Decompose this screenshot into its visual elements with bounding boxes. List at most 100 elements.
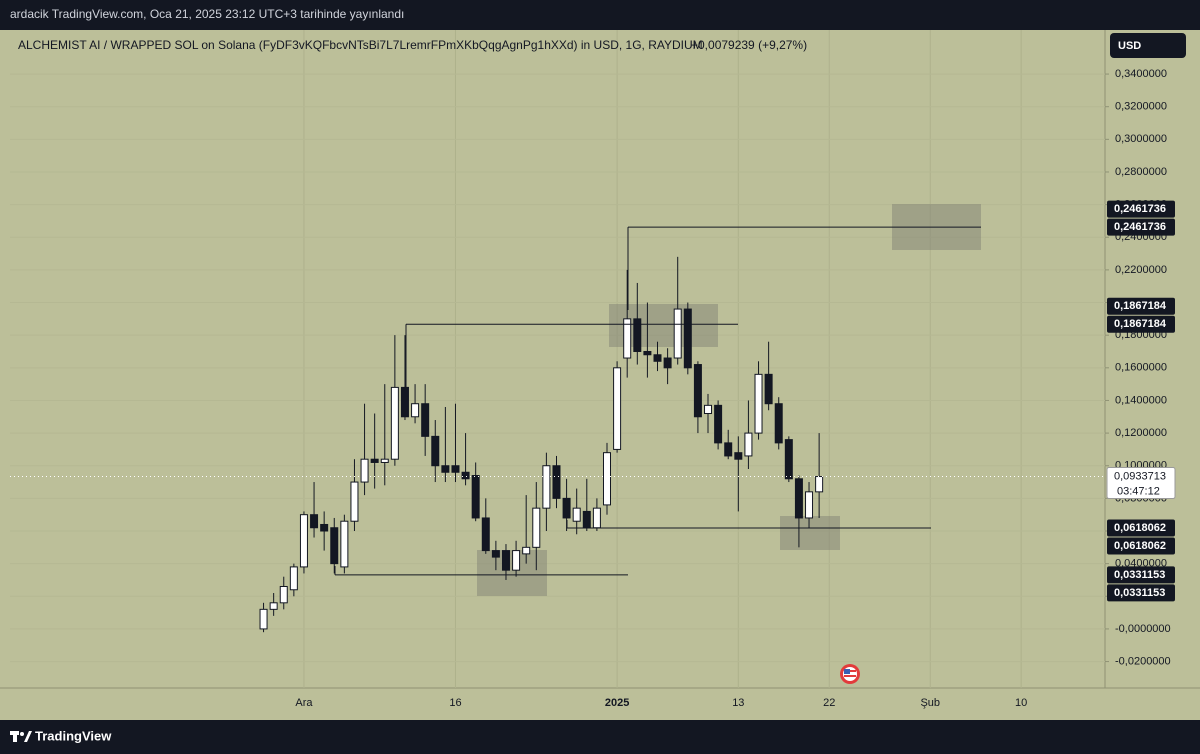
candle-body bbox=[289, 566, 298, 591]
price-badge bbox=[1107, 297, 1175, 315]
countdown-label: 03:47:12 bbox=[1117, 485, 1160, 497]
price-badge-label: 0,0331153 bbox=[1114, 569, 1165, 581]
candle-body bbox=[522, 546, 531, 555]
candle-body bbox=[360, 458, 369, 483]
candle-body bbox=[815, 476, 824, 493]
price-badge-label: 0,0618062 bbox=[1114, 540, 1166, 552]
y-tick-label: 0,1200000 bbox=[1115, 427, 1167, 439]
candle-body bbox=[340, 520, 349, 568]
price-badge-label: 0,0331153 bbox=[1114, 587, 1165, 599]
candle-body bbox=[774, 403, 783, 444]
candle-body bbox=[481, 517, 490, 552]
candle-body bbox=[350, 481, 359, 522]
candle-body bbox=[411, 403, 420, 418]
candle-body bbox=[491, 550, 500, 558]
price-badge bbox=[1107, 315, 1175, 333]
price-badge-label: 0,0618062 bbox=[1114, 522, 1166, 534]
x-tick-label: 22 bbox=[823, 697, 835, 709]
candle-body bbox=[734, 452, 743, 460]
candle-body bbox=[299, 514, 308, 568]
chart-background bbox=[0, 30, 1200, 720]
x-tick-label: 16 bbox=[449, 697, 461, 709]
candle-body bbox=[704, 404, 713, 415]
price-change: +0,0079239 (+9,27%) bbox=[691, 38, 807, 52]
price-badge bbox=[1107, 584, 1175, 602]
plot bbox=[10, 226, 1105, 633]
currency-button[interactable] bbox=[1110, 33, 1186, 58]
candle-body bbox=[643, 350, 652, 356]
candle-body bbox=[370, 458, 379, 463]
x-tick-label: 13 bbox=[732, 697, 744, 709]
candle-body bbox=[542, 465, 551, 509]
chart-title: ALCHEMIST AI / WRAPPED SOL on Solana (Fy… bbox=[18, 38, 703, 52]
candle-body bbox=[673, 308, 682, 359]
candle-body bbox=[794, 478, 803, 519]
candle-body bbox=[592, 507, 601, 529]
y-tick-label: 0,2800000 bbox=[1115, 166, 1167, 178]
candle-body bbox=[451, 465, 460, 473]
y-tick-label: 0,1400000 bbox=[1115, 394, 1167, 406]
candle-body bbox=[572, 507, 581, 522]
x-tick-label: Ara bbox=[295, 697, 313, 709]
candle-body bbox=[714, 404, 723, 444]
candle-body bbox=[764, 373, 773, 405]
price-badge-label: 0,1867184 bbox=[1114, 318, 1167, 330]
candle-body bbox=[330, 527, 339, 565]
candle-body bbox=[724, 442, 733, 457]
axes: Ara 16 2025 13 22 Şub 10 0,3400000 0,3200000 0,30… bbox=[295, 68, 1176, 709]
candle-body bbox=[279, 585, 288, 604]
candle-body bbox=[623, 318, 632, 359]
candle-body bbox=[431, 435, 440, 467]
x-tick-label: 10 bbox=[1015, 697, 1027, 709]
y-tick-label: 0,3200000 bbox=[1115, 101, 1167, 113]
candle-body bbox=[582, 510, 591, 529]
candle-body bbox=[693, 364, 702, 418]
footer-bar bbox=[0, 720, 1200, 754]
price-badge-label: 0,2461736 bbox=[1114, 203, 1166, 215]
candle-body bbox=[501, 550, 510, 571]
candle-body bbox=[613, 367, 622, 450]
candle-body bbox=[552, 465, 561, 499]
y-tick-label: 0,2200000 bbox=[1115, 264, 1167, 276]
price-badge bbox=[1107, 566, 1175, 584]
price-badge bbox=[1107, 519, 1175, 537]
price-badge bbox=[1107, 218, 1175, 236]
price-badge bbox=[1107, 200, 1175, 218]
candle-body bbox=[512, 550, 521, 571]
candle-body bbox=[633, 318, 642, 352]
candle-body bbox=[310, 514, 319, 529]
us-flag-icon bbox=[840, 664, 860, 684]
last-price-label: 0,0933713 bbox=[1114, 470, 1166, 482]
candle-body bbox=[421, 403, 430, 437]
candle-body bbox=[400, 386, 409, 418]
candle-body bbox=[784, 439, 793, 480]
candle-body bbox=[380, 458, 389, 463]
currency-label[interactable]: USD bbox=[1118, 40, 1141, 52]
last-price-badge bbox=[1106, 467, 1176, 500]
zone-box bbox=[477, 550, 547, 596]
candle-body bbox=[653, 354, 662, 362]
candle-body bbox=[663, 357, 672, 369]
candle-body bbox=[471, 475, 480, 519]
price-badge bbox=[1107, 537, 1175, 555]
price-badge-label: 0,1867184 bbox=[1114, 300, 1167, 312]
candle-body bbox=[754, 373, 763, 434]
candle-body bbox=[744, 432, 753, 457]
candle-body bbox=[532, 507, 541, 548]
published-note: ardacik TradingView.com, Oca 21, 2025 23… bbox=[10, 7, 404, 21]
x-tick-label: 2025 bbox=[605, 697, 629, 709]
y-tick-label: 0,1600000 bbox=[1115, 362, 1167, 374]
candle-body bbox=[461, 471, 470, 480]
candle-body bbox=[320, 523, 329, 532]
candle-body bbox=[259, 608, 268, 630]
candle-body bbox=[562, 497, 571, 519]
candle-body bbox=[390, 386, 399, 460]
candle-body bbox=[269, 602, 278, 610]
tradingview-logo bbox=[10, 731, 32, 742]
candle-body bbox=[602, 452, 611, 506]
zone-box bbox=[780, 516, 840, 550]
candle-body bbox=[683, 308, 692, 369]
footer-brand: TradingView bbox=[35, 728, 112, 743]
candle-body bbox=[805, 491, 814, 519]
